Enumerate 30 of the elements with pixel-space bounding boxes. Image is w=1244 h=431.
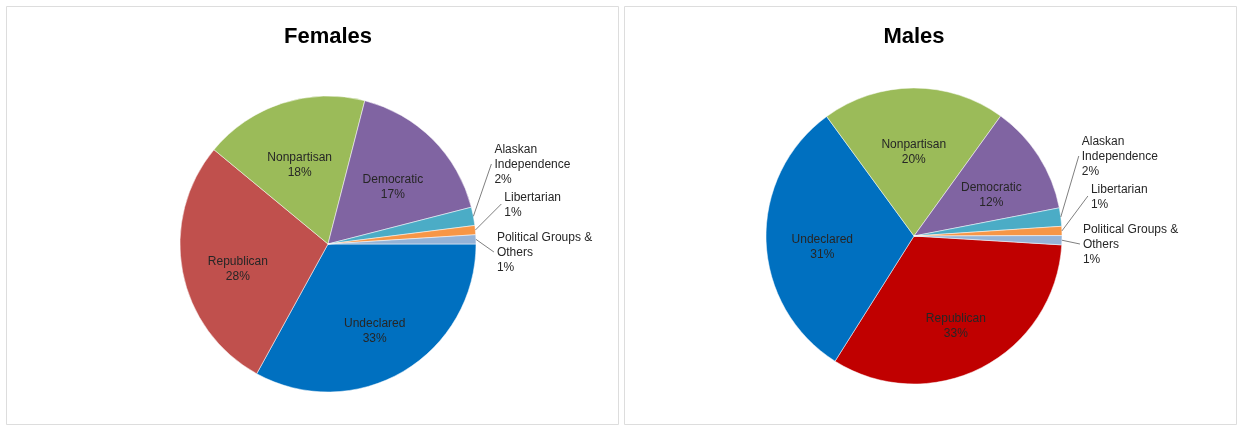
data-label: 17%: [380, 187, 406, 202]
data-label: 33%: [943, 325, 969, 340]
data-label: 31%: [810, 247, 835, 262]
slice-label: Democratic: [960, 179, 1022, 194]
chart-title: Females: [283, 23, 373, 48]
slice-label: Nonpartisan: [881, 137, 947, 152]
slice-label: Undeclared: [344, 315, 406, 330]
slice-label: Political Groups & Others: [1082, 222, 1179, 251]
slice-label: Libertarian: [504, 189, 562, 204]
slice-label: Republican: [925, 310, 986, 325]
slice-label: Libertarian: [1090, 181, 1148, 196]
data-label: 18%: [287, 164, 312, 179]
data-label: 20%: [901, 152, 927, 167]
data-label: 33%: [362, 330, 388, 345]
data-label: 1%: [1082, 252, 1101, 266]
slice-label: Nonpartisan: [267, 149, 332, 164]
slice-label: Democratic: [362, 172, 424, 187]
slice-label: Alaskan Independence: [494, 142, 571, 171]
data-label: 12%: [979, 194, 1004, 209]
slice-label: Republican: [207, 254, 268, 269]
chart-title: Males: [883, 23, 945, 48]
data-label: 28%: [225, 269, 251, 284]
data-label: 2%: [494, 172, 513, 186]
data-label: 1%: [1090, 196, 1109, 211]
data-label: 1%: [504, 204, 523, 219]
slice-label: Alaskan Independence: [1081, 134, 1159, 163]
data-label: 2%: [1081, 164, 1100, 178]
slice-label: Political Groups & Others: [496, 230, 593, 259]
slice-label: Undeclared: [791, 232, 853, 247]
data-label: 1%: [496, 260, 515, 274]
